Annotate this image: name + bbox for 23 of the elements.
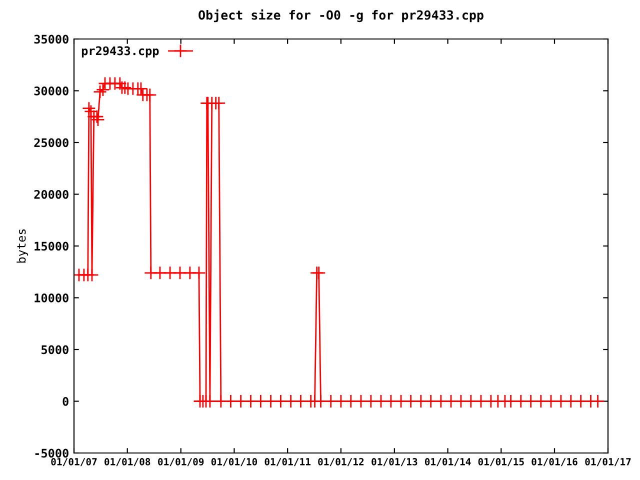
y-tick-label: 30000 — [34, 86, 68, 96]
y-tick-label: 20000 — [34, 190, 68, 199]
y-tick-label: 15000 — [34, 242, 68, 251]
x-tick-label: 01/01/14 — [424, 458, 471, 466]
y-tick-label: 25000 — [34, 138, 68, 148]
x-tick-label: 01/01/11 — [264, 458, 311, 466]
y-tick-label: 0 — [62, 396, 68, 406]
y-axis-title: bytes — [16, 229, 28, 263]
x-tick-label: 01/01/09 — [158, 458, 204, 466]
y-tick-label: 5000 — [42, 345, 68, 354]
y-tick-label: 35000 — [34, 34, 68, 44]
y-tick-label: -5000 — [35, 448, 68, 458]
x-tick-label: 01/01/08 — [104, 458, 150, 466]
chart-title: Object size for -O0 -g for pr29433.cpp — [198, 9, 484, 22]
legend-label: pr29433.cpp — [82, 46, 159, 58]
x-tick-label: 01/01/15 — [478, 458, 524, 466]
x-tick-label: 01/01/12 — [318, 458, 364, 466]
x-tick-label: 01/01/10 — [211, 458, 258, 466]
y-tick-label: 10000 — [34, 293, 68, 302]
x-tick-label: 01/01/16 — [532, 458, 578, 466]
x-tick-label: 01/01/07 — [51, 458, 97, 466]
x-tick-label: 01/01/17 — [585, 458, 631, 466]
x-tick-label: 01/01/13 — [372, 458, 418, 466]
